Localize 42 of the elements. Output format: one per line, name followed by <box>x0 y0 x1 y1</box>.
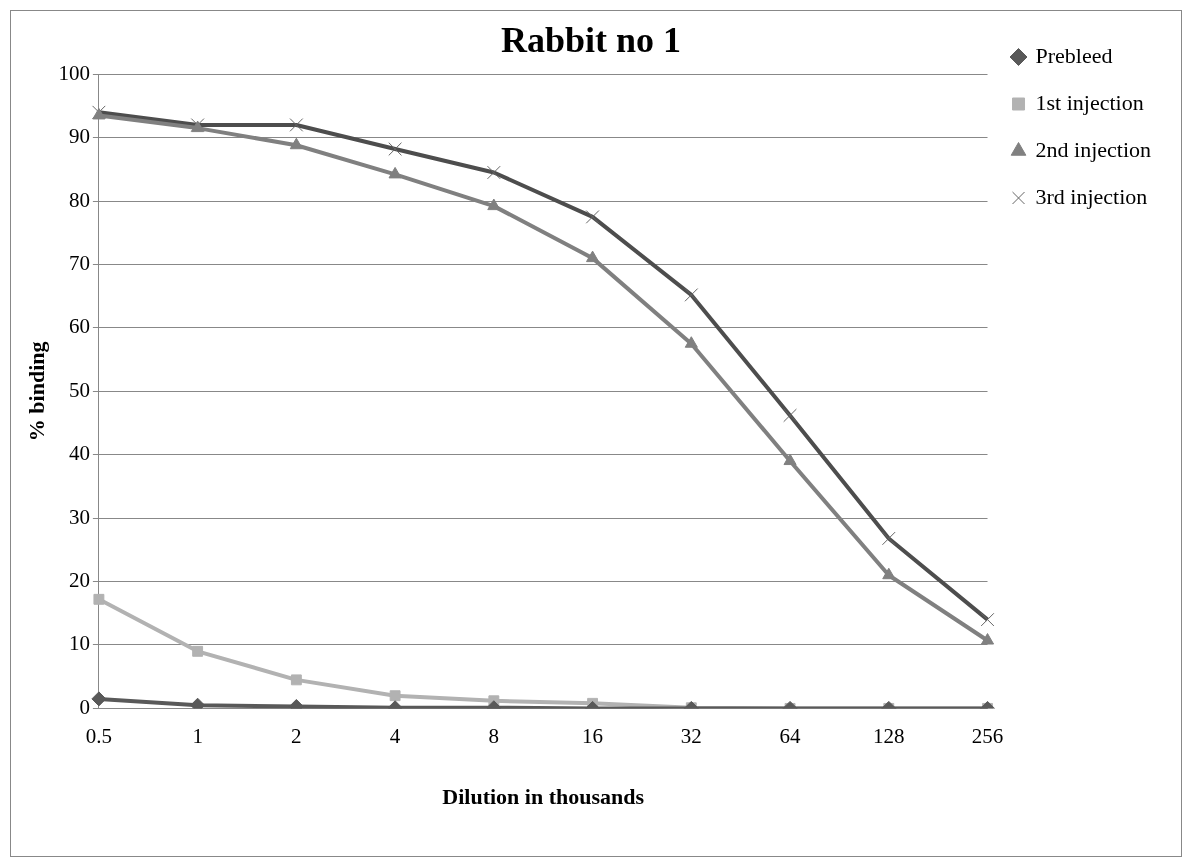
x-tick-label: 256 <box>971 723 1004 748</box>
legend-label: Prebleed <box>1035 42 1113 68</box>
y-tick-label: 20 <box>68 568 90 593</box>
y-tick-label: 0 <box>79 694 90 719</box>
x-axis-title: Dilution in thousands <box>442 784 645 810</box>
point <box>585 210 600 224</box>
y-tick-label: 50 <box>68 377 90 402</box>
y-tick-label: 40 <box>68 441 90 466</box>
point <box>586 250 600 263</box>
y-axis-title: % binding <box>23 341 49 442</box>
x-tick-label: 1 <box>192 723 203 748</box>
legend-label: 1st injection <box>1035 89 1144 115</box>
point <box>980 633 995 645</box>
point <box>486 165 501 180</box>
point <box>684 336 698 348</box>
x-tick-label: 16 <box>582 723 604 748</box>
point <box>388 166 402 179</box>
y-tick-label: 10 <box>68 631 90 656</box>
y-tick-label: 80 <box>68 187 90 212</box>
x-tick-label: 64 <box>779 723 802 748</box>
point <box>783 453 797 466</box>
x-tick-label: 0.5 <box>85 723 113 748</box>
point <box>289 118 304 132</box>
point <box>487 198 501 211</box>
y-tick-label: 70 <box>68 250 90 275</box>
y-tick-label: 100 <box>58 60 90 85</box>
point <box>882 567 896 580</box>
point <box>289 137 303 150</box>
y-tick-label: 90 <box>68 124 90 149</box>
x-tick-label: 8 <box>488 723 500 748</box>
point <box>684 288 699 302</box>
x-tick-label: 32 <box>680 723 702 748</box>
point <box>783 408 797 423</box>
legend-label: 2nd injection <box>1035 136 1152 162</box>
x-tick-label: 4 <box>389 723 401 748</box>
x-tick-label: 128 <box>873 723 905 748</box>
y-tick-label: 30 <box>68 504 90 529</box>
legend-label: 3rd injection <box>1035 183 1148 209</box>
x-tick-label: 2 <box>291 723 302 748</box>
point <box>388 142 402 156</box>
y-tick-label: 60 <box>68 314 90 339</box>
chart-title: Rabbit no 1 <box>500 19 682 60</box>
